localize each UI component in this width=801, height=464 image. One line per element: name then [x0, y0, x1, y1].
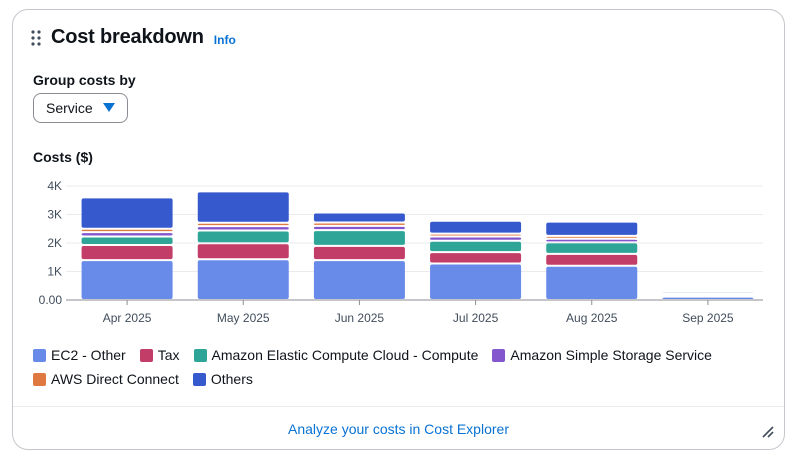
- legend-swatch: [192, 372, 206, 386]
- x-tick-label: May 2025: [217, 311, 270, 325]
- widget-title: Cost breakdown: [51, 26, 204, 48]
- y-tick-label: 4K: [47, 179, 62, 193]
- x-tick-label: Jun 2025: [335, 311, 385, 325]
- legend-label: Amazon Simple Storage Service: [510, 347, 712, 363]
- bar-segment[interactable]: [313, 231, 405, 245]
- bar-segment[interactable]: [313, 213, 405, 222]
- group-costs-by-label: Group costs by: [33, 72, 136, 88]
- x-tick-label: Jul 2025: [453, 311, 499, 325]
- bar-segment[interactable]: [430, 241, 522, 252]
- legend-swatch: [33, 372, 46, 386]
- bar-segment[interactable]: [430, 253, 522, 263]
- group-by-select[interactable]: Service: [33, 93, 128, 123]
- x-tick-label: Aug 2025: [566, 311, 618, 325]
- legend-item[interactable]: AWS Direct Connect: [33, 371, 179, 387]
- legend-label: EC2 - Other: [51, 347, 126, 363]
- y-tick-label: 2K: [47, 236, 62, 250]
- bar-segment[interactable]: [546, 236, 638, 238]
- legend-item[interactable]: Amazon Elastic Compute Cloud - Compute: [193, 347, 479, 363]
- legend-label: Others: [210, 371, 253, 387]
- legend-swatch: [33, 348, 46, 362]
- y-tick-label: 0.00: [39, 293, 63, 307]
- bar-segment[interactable]: [313, 261, 405, 299]
- drag-handle-icon[interactable]: [31, 29, 41, 46]
- bar-segment[interactable]: [430, 264, 522, 299]
- bar-segment[interactable]: [197, 223, 289, 226]
- chart-legend: EC2 - Other Tax Amazon Elastic Compute Clo…: [33, 343, 773, 391]
- bar-segment[interactable]: [197, 192, 289, 222]
- bar-segment[interactable]: [546, 239, 638, 242]
- costs-axis-title: Costs ($): [33, 149, 93, 165]
- bar-segment[interactable]: [197, 231, 289, 243]
- legend-item[interactable]: EC2 - Other: [33, 347, 126, 363]
- legend-swatch: [193, 348, 207, 362]
- y-tick-label: 3K: [47, 208, 62, 222]
- bar-segment[interactable]: [81, 229, 173, 232]
- bar-segment[interactable]: [81, 233, 173, 236]
- y-tick-label: 1K: [47, 265, 62, 279]
- legend-item[interactable]: Amazon Simple Storage Service: [492, 347, 712, 363]
- bar-segment[interactable]: [546, 254, 638, 265]
- resize-handle-icon[interactable]: [762, 426, 774, 438]
- bar-segment[interactable]: [81, 245, 173, 260]
- cost-chart: 4K 3K 2K 1K 0.00 Apr 2025 May 2025 Jun 2025 Jul …: [39, 179, 763, 325]
- legend-label: Tax: [157, 347, 180, 363]
- legend-row: EC2 - Other Tax Amazon Elastic Compute Clo…: [33, 343, 773, 367]
- bar-segment[interactable]: [81, 198, 173, 228]
- bar-segment[interactable]: [662, 297, 754, 299]
- legend-row: AWS Direct Connect Others: [33, 367, 773, 391]
- x-tick-label: Sep 2025: [682, 311, 734, 325]
- legend-label: AWS Direct Connect: [51, 371, 179, 387]
- legend-swatch: [139, 348, 153, 362]
- legend-item[interactable]: Others: [192, 371, 253, 387]
- bar-segment[interactable]: [313, 246, 405, 260]
- legend-label: Amazon Elastic Compute Cloud - Compute: [211, 347, 479, 363]
- group-by-select-value: Service: [46, 100, 93, 116]
- bar-segment[interactable]: [197, 227, 289, 230]
- info-link[interactable]: Info: [213, 32, 236, 47]
- bar-segment[interactable]: [197, 244, 289, 259]
- cost-breakdown-widget: Cost breakdown Info Group costs by Servi…: [12, 9, 785, 450]
- bar-segment[interactable]: [546, 266, 638, 299]
- bar-segment[interactable]: [313, 223, 405, 225]
- legend-swatch: [492, 348, 506, 362]
- bar-segment[interactable]: [430, 234, 522, 236]
- legend-item[interactable]: Tax: [139, 347, 180, 363]
- widget-footer: Analyze your costs in Cost Explorer: [13, 406, 784, 449]
- bar-segment[interactable]: [81, 237, 173, 244]
- caret-down-icon: [103, 103, 115, 112]
- widget-header: Cost breakdown Info: [31, 26, 236, 49]
- bar-segment[interactable]: [313, 226, 405, 230]
- bar-segment[interactable]: [430, 237, 522, 240]
- bar-segment[interactable]: [546, 243, 638, 253]
- cost-explorer-link[interactable]: Analyze your costs in Cost Explorer: [288, 421, 509, 437]
- bar-segment[interactable]: [197, 260, 289, 299]
- bar-segment[interactable]: [546, 222, 638, 235]
- bar-segment[interactable]: [81, 261, 173, 299]
- bar-segment[interactable]: [430, 221, 522, 233]
- x-tick-label: Apr 2025: [103, 311, 152, 325]
